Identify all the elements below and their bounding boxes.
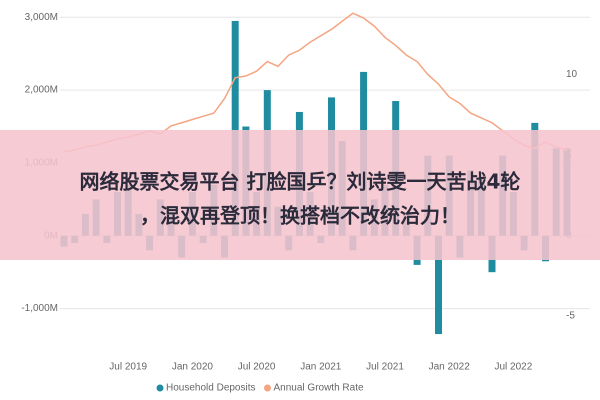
x-tick-label: Jul 2022 [494,362,532,373]
y2-tick-label: 10 [566,69,578,80]
overlay-banner [0,130,600,260]
bar [231,20,239,236]
x-tick-label: Jan 2022 [429,362,471,373]
y-tick-label: 3,000M [25,12,58,23]
y2-tick-label: -5 [566,311,575,322]
x-tick-label: Jul 2021 [366,362,404,373]
overlay-text: 网络股票交易平台 打脸国乒？刘诗雯一天苦战4轮 [80,170,521,194]
y-tick-label: 2,000M [25,85,58,96]
legend-marker [264,384,271,392]
legend-marker [156,384,164,392]
overlay-text: ，混双再登顶！换搭档不改统治力！ [140,204,460,228]
x-tick-label: Jul 2019 [109,362,147,373]
y-tick-label: -1,000M [21,303,58,314]
legend: Household Deposits Annual Growth Rate [156,383,364,394]
x-tick-label: Jan 2020 [172,362,214,373]
bar [435,235,442,335]
legend-label: Household Deposits [166,383,256,394]
x-tick-label: Jan 2021 [300,362,342,373]
x-tick-label: Jul 2020 [238,362,276,373]
legend-label: Annual Growth Rate [274,383,364,394]
